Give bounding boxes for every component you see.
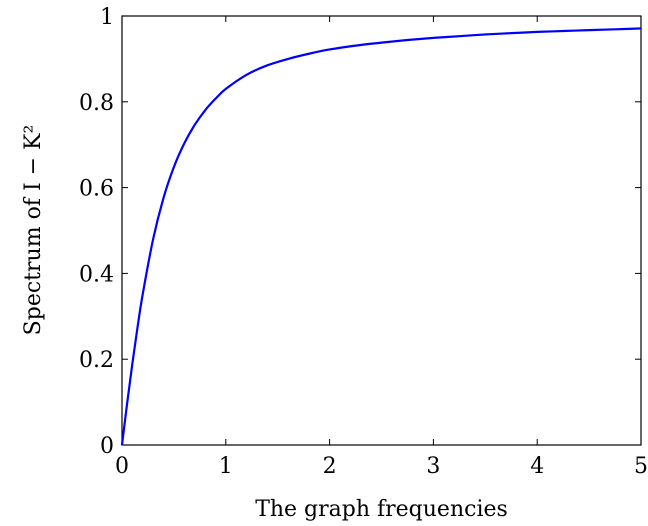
x-tick-label: 0 — [115, 454, 129, 479]
tick-labels: 0 1 2 3 4 5 0 0.2 0.4 0.6 0.8 1 — [79, 5, 648, 479]
series-line — [120, 27, 642, 446]
x-tick-label: 4 — [530, 454, 544, 479]
y-tick-label: 0.4 — [79, 262, 114, 287]
ticks — [121, 15, 642, 446]
y-tick-label: 0.8 — [79, 91, 114, 116]
x-tick-label: 5 — [634, 454, 648, 479]
x-axis-label: The graph frequencies — [255, 497, 508, 522]
plot-frame — [121, 15, 642, 446]
y-tick-label: 1 — [100, 5, 114, 30]
y-tick-label: 0 — [100, 434, 114, 459]
x-tick-label: 2 — [323, 454, 337, 479]
y-axis-label: Spectrum of I − K² — [21, 125, 46, 336]
y-tick-label: 0.2 — [79, 348, 114, 373]
x-tick-label: 1 — [219, 454, 233, 479]
x-tick-label: 3 — [426, 454, 440, 479]
y-tick-label: 0.6 — [79, 177, 114, 202]
